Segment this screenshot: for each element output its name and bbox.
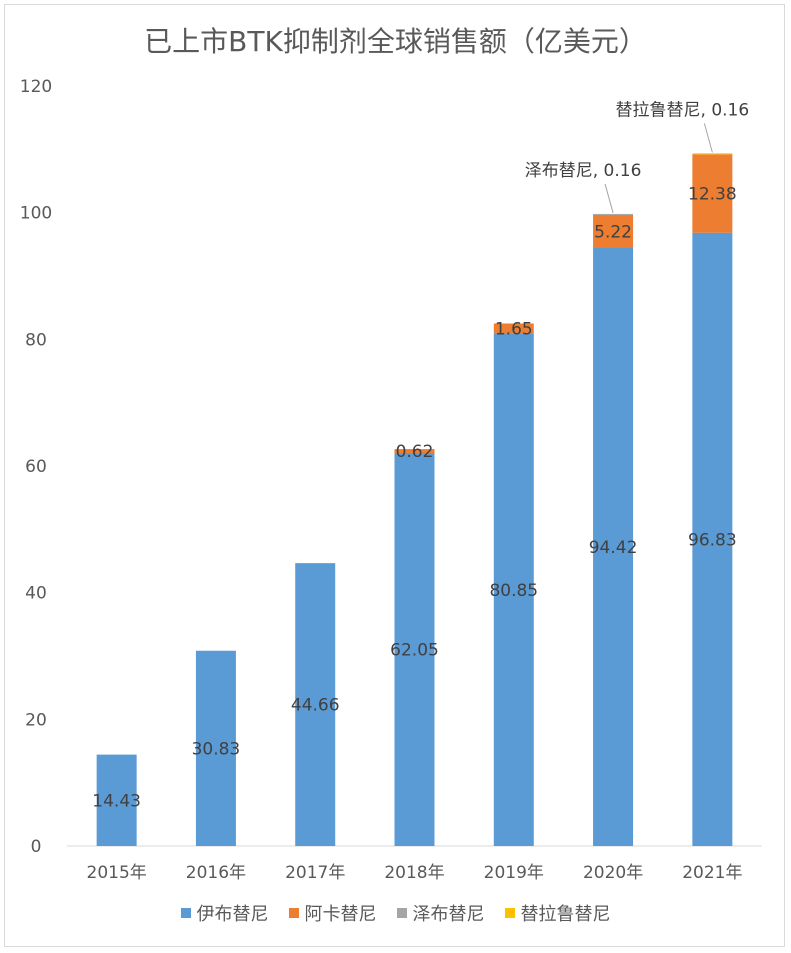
data-label: 94.42 [589,538,638,558]
data-label: 30.83 [192,739,241,759]
callout-leader-line [703,123,713,153]
legend-item: 泽布替尼 [396,900,485,926]
data-label: 5.22 [594,222,632,242]
y-tick-label: 0 [31,837,42,857]
y-tick-label: 40 [25,584,47,604]
y-tick-label: 80 [25,330,47,350]
data-label: 0.62 [396,442,434,462]
legend-label: 阿卡替尼 [304,904,377,925]
y-tick-label: 100 [20,204,52,224]
chart-title: 已上市BTK抑制剂全球销售额（亿美元） [144,25,647,58]
bar-segment [593,214,634,249]
data-label: 80.85 [489,581,538,601]
legend-label: 替拉鲁替尼 [520,904,611,925]
legend-item: 伊布替尼 [180,900,269,926]
y-tick-label: 20 [25,710,47,730]
y-tick-label: 120 [20,77,52,97]
bar-segment [493,323,534,334]
y-tick-label: 60 [25,457,47,477]
bar-segment [394,453,435,846]
x-tick-label: 2018年 [384,863,444,883]
bar-segment [96,754,137,846]
x-tick-label: 2019年 [484,863,544,883]
x-tick-label: 2021年 [682,863,742,883]
legend-swatch [180,908,191,918]
bar-segment [195,650,236,846]
bar-segment [394,449,435,454]
legend-label: 伊布替尼 [196,904,269,925]
data-label: 12.38 [688,185,737,205]
data-label: 62.05 [390,641,439,661]
x-tick-label: 2015年 [87,863,147,883]
bar-segment [493,333,534,846]
legend: 伊布替尼 阿卡替尼 泽布替尼 替拉鲁替尼 [0,900,791,926]
bar-segment [692,153,733,155]
data-label: 14.43 [92,791,141,811]
bar-segment [295,563,336,846]
callout-label: 替拉鲁替尼, 0.16 [616,100,750,120]
data-label: 1.65 [495,320,533,340]
legend-label: 泽布替尼 [412,904,485,925]
x-tick-label: 2017年 [285,863,345,883]
callout-leader-line [604,183,614,214]
legend-item: 阿卡替尼 [288,900,377,926]
legend-swatch [504,908,515,918]
bar-segment [593,248,634,847]
x-tick-label: 2016年 [186,863,246,883]
legend-swatch [396,908,407,918]
legend-swatch [288,908,299,918]
data-label: 44.66 [291,696,340,716]
callout-label: 泽布替尼, 0.16 [525,161,642,181]
bar-segment [593,213,634,215]
bar-segment [692,154,733,233]
bar-segment [692,232,733,846]
data-label: 96.83 [688,530,737,550]
legend-item: 替拉鲁替尼 [504,900,611,926]
x-tick-label: 2020年 [583,863,643,883]
